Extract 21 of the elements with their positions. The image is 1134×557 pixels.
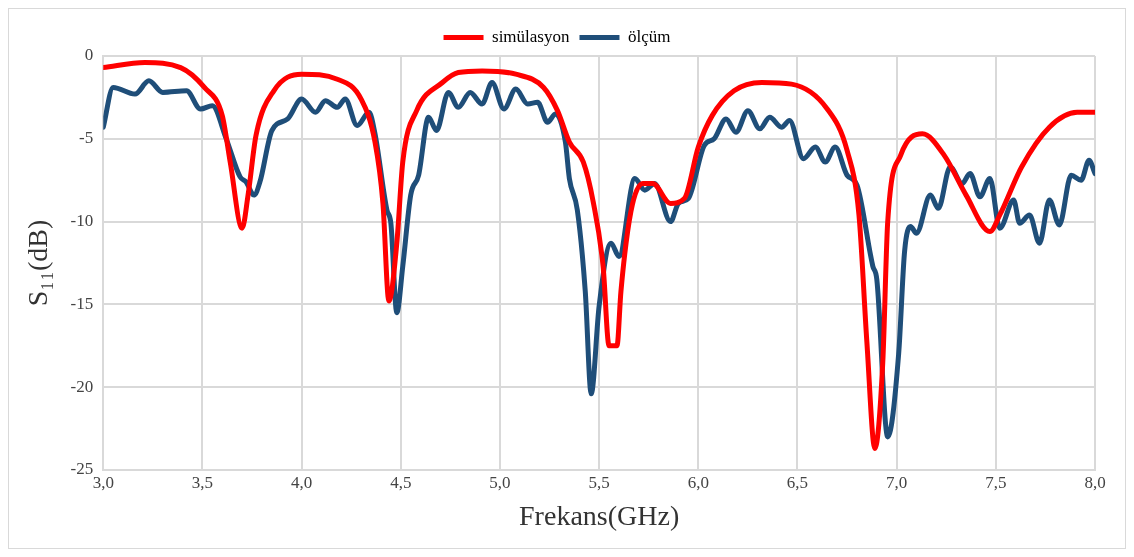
y-tick-label: -10 bbox=[70, 211, 94, 231]
x-tick-label: 6,5 bbox=[786, 472, 809, 492]
x-tick-label: 4,0 bbox=[290, 472, 313, 492]
legend-label: ölçüm bbox=[627, 26, 671, 46]
y-tick-label: -5 bbox=[79, 128, 94, 148]
x-tick-label: 3,5 bbox=[191, 472, 214, 492]
legend-label: simülasyon bbox=[492, 26, 570, 46]
x-tick-label: 7,0 bbox=[886, 472, 908, 492]
y-tick-label: -15 bbox=[70, 293, 94, 313]
x-tick-label: 6,0 bbox=[687, 472, 709, 492]
x-tick-label: 5,5 bbox=[588, 472, 610, 492]
y-tick-label: -20 bbox=[70, 376, 94, 396]
y-tick-label: -25 bbox=[70, 459, 94, 479]
x-tick-label: 3,0 bbox=[92, 472, 114, 492]
x-tick-label: 5,0 bbox=[489, 472, 511, 492]
x-tick-label: 7,5 bbox=[985, 472, 1007, 492]
y-axis-title: S₁₁(dB) bbox=[22, 219, 54, 307]
x-tick-label: 4,5 bbox=[390, 472, 412, 492]
y-tick-label: 0 bbox=[84, 45, 94, 65]
x-tick-label: 8,0 bbox=[1084, 472, 1106, 492]
x-axis-title: Frekans(GHz) bbox=[519, 499, 680, 531]
